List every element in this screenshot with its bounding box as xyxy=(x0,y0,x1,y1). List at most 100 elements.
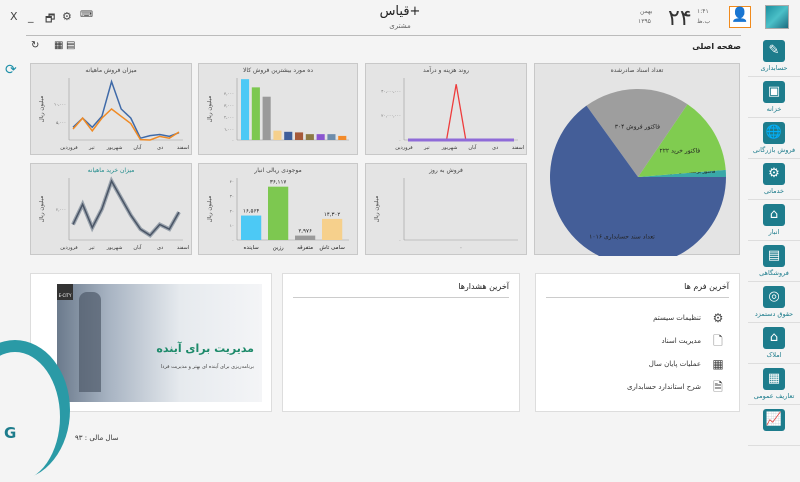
sidebar-item[interactable]: ◎ حقوق دستمزد xyxy=(748,282,800,323)
calendar-icon: ▦ xyxy=(712,357,724,371)
pie-label: فاکتور خرید ۲۲۲ xyxy=(659,148,700,155)
bar[interactable] xyxy=(305,134,314,140)
header-divider xyxy=(26,35,741,36)
y-tick-label: ۰ xyxy=(232,238,234,243)
series-line[interactable] xyxy=(72,79,180,140)
recent-form-item[interactable]: ⚙ تنظیمات سیستم xyxy=(653,310,725,326)
minimize-button[interactable]: _ xyxy=(28,10,34,23)
y-axis-label: میلیون ریال xyxy=(207,196,213,223)
bar[interactable] xyxy=(284,131,293,140)
bar[interactable] xyxy=(268,186,289,240)
y-tick-label: ۴۰ xyxy=(230,179,234,184)
recent-form-label: شرح استاندارد حسابداری xyxy=(627,383,701,391)
bar[interactable] xyxy=(327,134,336,140)
series-line[interactable] xyxy=(408,84,514,141)
date-month: بهمن xyxy=(640,8,653,15)
sidebar-item[interactable]: ▦ تعاریف عمومی xyxy=(748,364,800,405)
series-line[interactable] xyxy=(72,179,180,237)
chart-title: میزان خرید ماهیانه xyxy=(87,167,135,174)
bar[interactable] xyxy=(316,134,325,140)
bar[interactable] xyxy=(295,132,304,140)
recent-forms-divider xyxy=(546,297,729,298)
banner-logo: E-CITY xyxy=(57,284,73,300)
sidebar-item-label: فروش بازرگانی xyxy=(752,146,796,154)
x-tick-label: سامی تاش xyxy=(319,245,345,251)
bar[interactable] xyxy=(262,96,271,140)
close-button[interactable]: X xyxy=(10,10,18,23)
bar[interactable] xyxy=(241,215,262,240)
bar-data-label: ۲,۹۷۶ xyxy=(298,229,312,235)
coins-icon: ◎ xyxy=(763,286,785,308)
sidebar: ✎ حسابداری ▣ خزانه 🌐 فروش بازرگانی ⚙ خدماتی ⌂ انب… xyxy=(748,36,800,450)
sidebar-item-label: املاک xyxy=(766,351,782,359)
bar[interactable] xyxy=(251,87,260,140)
x-tick-label: شهریور xyxy=(106,145,123,151)
user-avatar[interactable]: 👤 xyxy=(729,6,751,28)
bar-data-label: ۱۶,۵۶۴ xyxy=(243,209,260,215)
restore-button[interactable]: 🗗 xyxy=(45,12,56,25)
x-tick-label: دی xyxy=(157,145,163,151)
sidebar-item-label: حقوق دستمزد xyxy=(754,310,794,318)
page-title: صفحه اصلی xyxy=(692,42,741,51)
sidebar-item-label: خدماتی xyxy=(763,187,785,195)
sidebar-item[interactable]: ⌂ املاک xyxy=(748,323,800,364)
recent-forms-title: آخرین فرم ها xyxy=(684,282,729,291)
pie-label: تعداد سند حسابداری ۱۰۱۶ xyxy=(589,233,655,240)
recent-form-item[interactable]: ▦ عملیات پایان سال xyxy=(649,356,725,372)
businessman-figure xyxy=(79,292,101,392)
daily-sales-chart[interactable]: فروش به روز میلیون ریال ۰ ۰ xyxy=(365,163,527,255)
fiscal-year: سال مالی : ۹۳ xyxy=(75,434,119,442)
brand-g-logo: G xyxy=(4,424,17,442)
sidebar-item[interactable]: ⌂ انبار xyxy=(748,200,800,241)
keyboard-button[interactable]: ⌨ xyxy=(80,10,93,20)
chart-title: موجودی ریالی انبار xyxy=(254,167,302,174)
sidebar-item[interactable]: ▤ فروشگاهی xyxy=(748,241,800,282)
monthly-sales-chart[interactable]: میزان فروش ماهیانه میلیون ریال ۵,۰۰۰ ۱۰,۰۰۰… xyxy=(30,63,192,155)
y-tick-label: ۴,۰۰۰ xyxy=(224,91,234,96)
table-icon: ▦ xyxy=(763,368,785,390)
file-text-icon: 🗎 xyxy=(713,380,723,394)
inventory-value-chart[interactable]: موجودی ریالی انبار میلیون ریال ۰ ۱۰ ۲۰ ۳۰ ۴۰ ۱۶… xyxy=(198,163,358,255)
sidebar-item[interactable]: ⚙ خدماتی xyxy=(748,159,800,200)
x-tick-label: رزین xyxy=(273,245,284,251)
calendar-button[interactable]: ▤ xyxy=(66,40,76,51)
banner-image[interactable]: E-CITY مدیریت برای آینده برنامه‌ریزی برا… xyxy=(57,284,262,402)
reload-dashboard-icon[interactable]: ⟳ xyxy=(5,62,17,78)
alerts-divider xyxy=(293,297,509,298)
refresh-button[interactable]: ↻ xyxy=(31,40,40,51)
x-tick-label: آبان xyxy=(468,144,477,151)
y-tick-label: ۰ xyxy=(232,138,234,143)
top-products-chart[interactable]: ده مورد بیشترین فروش کالا میلیون ریال ۰ ۱,۰… xyxy=(198,63,358,155)
gear-icon: ⚙ xyxy=(712,311,724,325)
pie-slice[interactable] xyxy=(638,104,726,177)
recent-form-item[interactable]: 🗋 مدیریت اسناد xyxy=(662,333,725,349)
pie-slice[interactable] xyxy=(638,169,726,177)
bar[interactable] xyxy=(241,79,250,140)
bar[interactable] xyxy=(322,218,343,240)
y-tick-label: ۲۰,۰۰۰,۰۰۰ xyxy=(381,113,401,118)
bar[interactable] xyxy=(338,135,347,140)
sidebar-item-label: فروشگاهی xyxy=(759,269,789,277)
pie-slice[interactable] xyxy=(550,105,726,256)
series-line[interactable] xyxy=(72,108,180,141)
bar[interactable] xyxy=(295,235,316,240)
x-tick-label: ساینده xyxy=(244,245,260,251)
sidebar-item[interactable]: 🌐 فروش بازرگانی xyxy=(748,118,800,159)
monthly-purchase-chart[interactable]: میزان خرید ماهیانه میلیون ریال ۲,۰۰۰ فروردی… xyxy=(30,163,192,255)
recent-form-item[interactable]: 🗎 شرح استاندارد حسابداری xyxy=(627,379,725,395)
sidebar-item[interactable]: ✎ حسابداری xyxy=(748,36,800,77)
calculator-button[interactable]: ▦ xyxy=(54,40,64,51)
globe-trade-icon: 🌐 xyxy=(763,122,785,144)
sidebar-item[interactable]: 📈 xyxy=(748,405,800,446)
sidebar-item[interactable]: ▣ خزانه xyxy=(748,77,800,118)
pie-slice[interactable] xyxy=(586,89,688,177)
bar[interactable] xyxy=(273,130,282,140)
title-bar: X _ 🗗 ⚙ ⌨ قیاس+ مشتری بهمن ۱۳۹۵ ۲۴ ۱:۴۱ … xyxy=(0,0,800,36)
x-tick-label: ۰ xyxy=(460,245,463,251)
x-tick-label: فروردین xyxy=(395,145,413,151)
expense-income-chart[interactable]: روند هزینه و درآمد ۰ ۲۰,۰۰۰,۰۰۰ ۴۰,۰۰۰,۰۰۰ ف… xyxy=(365,63,527,155)
y-tick-label: ۱,۰۰۰ xyxy=(224,126,234,131)
x-tick-label: اسفند xyxy=(512,145,524,151)
settings-button[interactable]: ⚙ xyxy=(62,10,72,23)
